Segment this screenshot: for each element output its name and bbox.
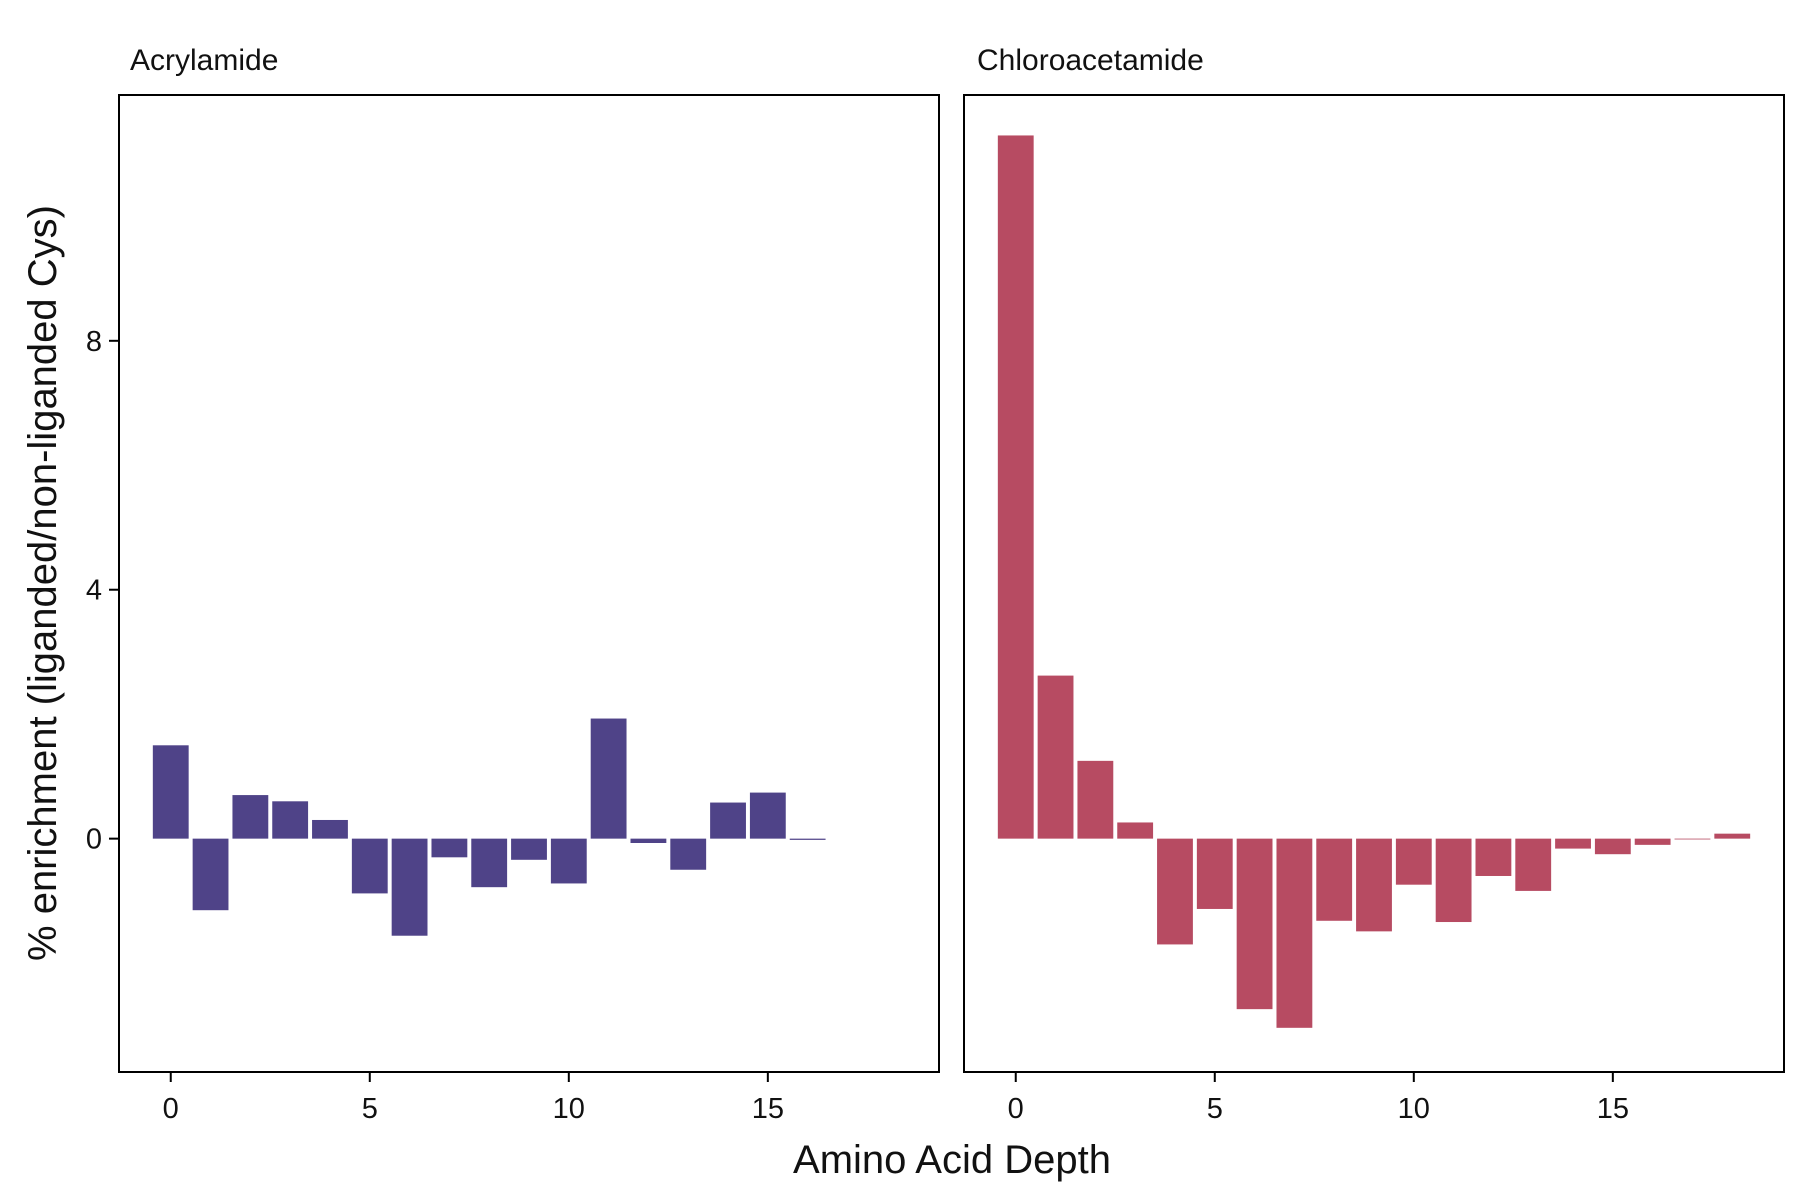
bar-chloroacetamide-16	[1634, 838, 1671, 845]
bar-acrylamide-9	[511, 838, 547, 860]
x-axis-title: Amino Acid Depth	[793, 1138, 1111, 1182]
bar-chloroacetamide-17	[1674, 838, 1711, 840]
x-tick-label-chloroacetamide-5: 5	[1207, 1093, 1223, 1125]
x-tick-label-chloroacetamide-15: 15	[1597, 1093, 1629, 1125]
bar-acrylamide-14	[710, 802, 746, 839]
bar-chloroacetamide-8	[1316, 838, 1353, 921]
bar-chloroacetamide-12	[1475, 838, 1512, 876]
bar-acrylamide-12	[630, 838, 667, 843]
x-tick-label-acrylamide-15: 15	[752, 1093, 784, 1125]
bar-chloroacetamide-18	[1714, 833, 1751, 839]
bar-acrylamide-8	[471, 838, 508, 888]
bar-acrylamide-4	[312, 819, 348, 839]
bar-chloroacetamide-2	[1077, 760, 1114, 839]
bar-acrylamide-13	[670, 838, 707, 870]
panel-title-acrylamide: Acrylamide	[130, 44, 278, 77]
x-axis-acrylamide: 0 5 10 15	[163, 1072, 784, 1125]
panel-frame-chloroacetamide	[963, 94, 1785, 1073]
bar-acrylamide-5	[351, 838, 388, 894]
y-axis-title: % enrichment (liganded/non-liganded Cys)	[21, 205, 65, 961]
bar-chloroacetamide-9	[1356, 838, 1392, 932]
x-axis-chloroacetamide: 0 5 10 15	[1008, 1072, 1629, 1125]
bar-acrylamide-6	[391, 838, 428, 936]
x-tick-label-chloroacetamide-0: 0	[1008, 1093, 1024, 1125]
bar-chloroacetamide-11	[1435, 838, 1472, 923]
bar-acrylamide-10	[550, 838, 587, 884]
bars-chloroacetamide	[997, 135, 1751, 1028]
panel-frame-acrylamide	[118, 94, 940, 1073]
bar-acrylamide-1	[192, 838, 229, 911]
bars-acrylamide	[152, 718, 826, 936]
bar-acrylamide-11	[590, 718, 627, 839]
bar-chloroacetamide-4	[1157, 838, 1193, 945]
x-tick-label-acrylamide-0: 0	[163, 1093, 179, 1125]
x-tick-label-chloroacetamide-10: 10	[1398, 1093, 1430, 1125]
bar-chloroacetamide-0	[997, 135, 1034, 839]
bar-chloroacetamide-5	[1196, 838, 1233, 909]
panel-title-chloroacetamide: Chloroacetamide	[977, 44, 1204, 77]
bar-chloroacetamide-7	[1276, 838, 1313, 1028]
bar-chloroacetamide-1	[1037, 675, 1074, 839]
y-tick-label-4: 4	[86, 575, 102, 607]
bar-chloroacetamide-3	[1117, 822, 1154, 839]
bar-acrylamide-2	[232, 795, 269, 839]
bar-acrylamide-15	[749, 792, 786, 839]
bar-acrylamide-16	[789, 838, 826, 840]
bar-chloroacetamide-6	[1236, 838, 1273, 1010]
y-tick-label-0: 0	[86, 824, 102, 856]
bar-acrylamide-0	[152, 745, 189, 839]
bar-chloroacetamide-13	[1515, 838, 1552, 891]
y-axis-acrylamide: 0 4 8	[86, 326, 119, 856]
bar-acrylamide-7	[431, 838, 468, 858]
panel-acrylamide: Acrylamide 0 4 8 0 5 10 15	[86, 44, 940, 1125]
x-tick-label-acrylamide-5: 5	[362, 1093, 378, 1125]
y-tick-label-8: 8	[86, 326, 102, 358]
bar-acrylamide-3	[272, 801, 309, 839]
panel-chloroacetamide: Chloroacetamide 0 5 10 15	[963, 44, 1785, 1125]
bar-chloroacetamide-14	[1555, 838, 1591, 849]
bar-chloroacetamide-15	[1594, 838, 1631, 855]
bar-chloroacetamide-10	[1395, 838, 1432, 885]
x-tick-label-acrylamide-10: 10	[553, 1093, 585, 1125]
